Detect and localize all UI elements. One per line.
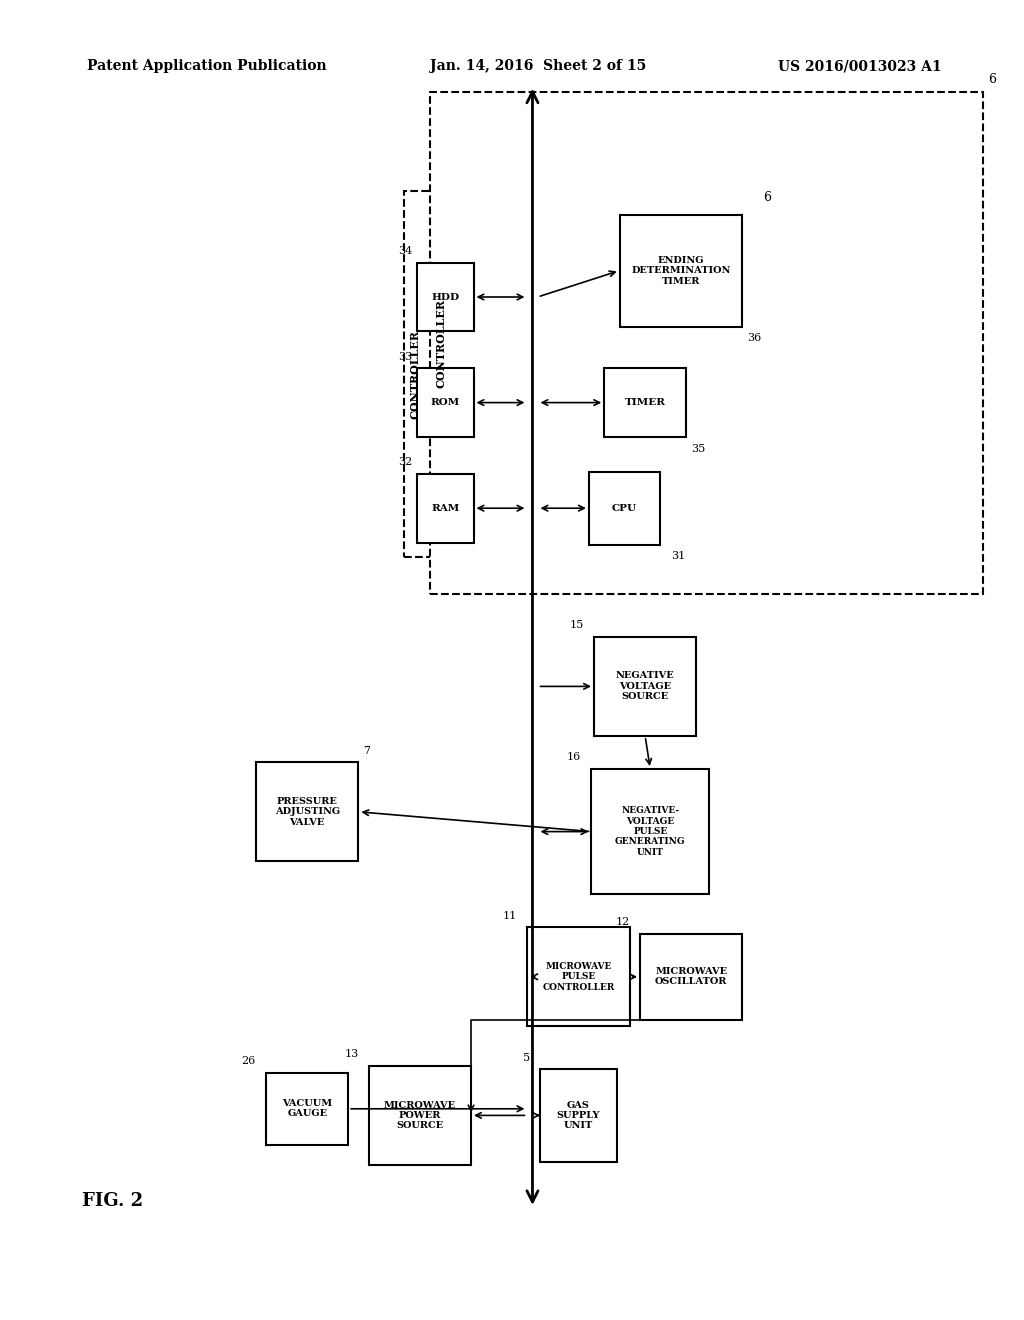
FancyBboxPatch shape (604, 368, 686, 437)
FancyBboxPatch shape (589, 471, 660, 544)
FancyBboxPatch shape (418, 368, 473, 437)
Text: CONTROLLER: CONTROLLER (410, 330, 421, 418)
Text: 11: 11 (503, 911, 517, 921)
FancyBboxPatch shape (620, 214, 742, 326)
Text: 36: 36 (748, 333, 762, 343)
Text: 12: 12 (615, 917, 630, 927)
Text: 13: 13 (344, 1049, 358, 1059)
Text: Jan. 14, 2016  Sheet 2 of 15: Jan. 14, 2016 Sheet 2 of 15 (430, 59, 646, 74)
Text: HDD: HDD (431, 293, 460, 301)
FancyBboxPatch shape (418, 263, 473, 331)
Text: 7: 7 (364, 746, 371, 755)
Text: 32: 32 (398, 457, 412, 467)
Text: GAS
SUPPLY
UNIT: GAS SUPPLY UNIT (557, 1101, 600, 1130)
Text: CONTROLLER: CONTROLLER (435, 298, 446, 388)
FancyBboxPatch shape (369, 1067, 471, 1166)
Text: RAM: RAM (431, 504, 460, 512)
Text: TIMER: TIMER (625, 399, 666, 407)
Text: Patent Application Publication: Patent Application Publication (87, 59, 327, 74)
Text: US 2016/0013023 A1: US 2016/0013023 A1 (778, 59, 942, 74)
Text: 34: 34 (398, 246, 412, 256)
Text: 35: 35 (691, 444, 706, 454)
Text: 31: 31 (671, 552, 685, 561)
Text: 33: 33 (398, 351, 412, 362)
FancyBboxPatch shape (640, 935, 742, 1019)
FancyBboxPatch shape (527, 927, 630, 1027)
FancyBboxPatch shape (418, 474, 473, 543)
Text: PRESSURE
ADJUSTING
VALVE: PRESSURE ADJUSTING VALVE (274, 797, 340, 826)
Text: 6: 6 (988, 73, 996, 86)
FancyBboxPatch shape (594, 638, 696, 737)
FancyBboxPatch shape (541, 1069, 616, 1162)
Text: MICROWAVE
OSCILLATOR: MICROWAVE OSCILLATOR (655, 968, 727, 986)
Text: NEGATIVE-
VOLTAGE
PULSE
GENERATING
UNIT: NEGATIVE- VOLTAGE PULSE GENERATING UNIT (615, 807, 685, 857)
Text: 16: 16 (567, 752, 582, 763)
Text: ROM: ROM (431, 399, 460, 407)
Text: 26: 26 (242, 1056, 256, 1067)
FancyBboxPatch shape (430, 92, 983, 594)
Text: 15: 15 (569, 620, 584, 631)
Text: MICROWAVE
POWER
SOURCE: MICROWAVE POWER SOURCE (384, 1101, 456, 1130)
Text: ENDING
DETERMINATION
TIMER: ENDING DETERMINATION TIMER (631, 256, 731, 285)
FancyBboxPatch shape (266, 1072, 348, 1144)
Text: VACUUM
GAUGE: VACUUM GAUGE (283, 1100, 332, 1118)
Text: 5: 5 (523, 1052, 530, 1063)
Text: 6: 6 (763, 191, 771, 205)
FancyBboxPatch shape (592, 768, 709, 895)
FancyBboxPatch shape (256, 762, 358, 861)
Text: NEGATIVE
VOLTAGE
SOURCE: NEGATIVE VOLTAGE SOURCE (615, 672, 675, 701)
Text: MICROWAVE
PULSE
CONTROLLER: MICROWAVE PULSE CONTROLLER (543, 962, 614, 991)
Text: CPU: CPU (612, 504, 637, 512)
Text: FIG. 2: FIG. 2 (82, 1192, 143, 1210)
